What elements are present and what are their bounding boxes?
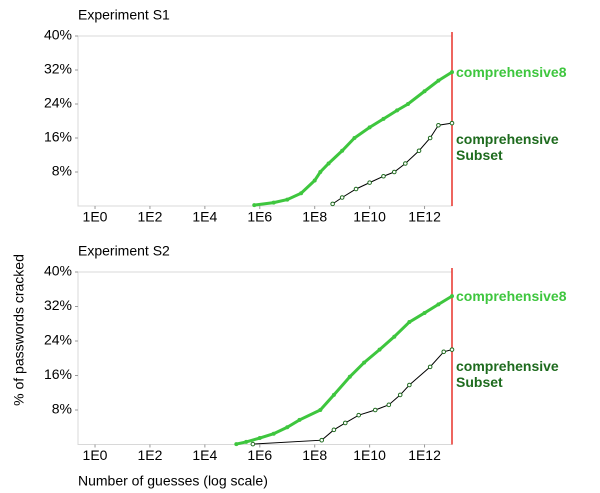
- x-tick-label: 1E6: [247, 447, 272, 463]
- point: [436, 78, 441, 83]
- point: [386, 402, 392, 408]
- y-tick-label: 8%: [52, 163, 72, 179]
- point: [416, 148, 422, 154]
- x-tick-label: 1E4: [192, 209, 217, 225]
- point: [339, 195, 345, 200]
- point: [234, 442, 239, 447]
- point: [450, 294, 454, 299]
- x-tick-label: 1E0: [83, 209, 108, 225]
- x-tick-label: 1E10: [353, 447, 386, 463]
- series-line: [254, 70, 453, 207]
- point: [271, 431, 276, 436]
- point: [352, 136, 357, 140]
- y-tick-label: 40%: [44, 263, 72, 279]
- point: [353, 186, 359, 192]
- y-tick-label: 16%: [44, 366, 72, 382]
- point: [318, 170, 323, 174]
- point: [312, 178, 317, 183]
- series-label: comprehensive Subset: [456, 357, 559, 390]
- x-tick-label: 1E6: [247, 209, 272, 225]
- point: [427, 364, 433, 370]
- point: [450, 70, 454, 75]
- plot-frame: [77, 35, 453, 207]
- y-tick-label: 8%: [52, 401, 72, 417]
- x-tick-label: 1E12: [408, 209, 441, 225]
- point: [391, 169, 397, 175]
- point: [285, 197, 290, 202]
- point: [297, 417, 302, 422]
- x-tick-label: 1E8: [302, 447, 327, 463]
- point: [330, 201, 335, 207]
- point: [362, 360, 367, 365]
- series-line: [332, 122, 453, 205]
- point: [347, 374, 352, 379]
- y-tick-label: 32%: [44, 61, 72, 77]
- point: [381, 173, 386, 179]
- plot-frame: [77, 271, 453, 445]
- point: [436, 122, 441, 128]
- x-tick-label: 1E8: [302, 209, 327, 225]
- point: [407, 320, 412, 325]
- point: [250, 441, 256, 447]
- point: [449, 347, 455, 352]
- point: [367, 125, 372, 130]
- point: [397, 392, 403, 398]
- point: [318, 408, 323, 412]
- point: [356, 412, 361, 418]
- point: [299, 191, 304, 196]
- series-line: [236, 294, 453, 446]
- point: [319, 437, 325, 443]
- series-label: comprehensive8: [456, 288, 567, 305]
- x-tick-label: 1E10: [353, 209, 386, 225]
- x-tick-label: 1E12: [408, 447, 441, 463]
- point: [326, 161, 331, 166]
- x-axis-label: Number of guesses (log scale): [78, 473, 268, 489]
- series-label: comprehensive Subset: [456, 131, 559, 164]
- chart-title: Experiment S2: [78, 243, 170, 259]
- point: [252, 203, 257, 208]
- point: [381, 116, 386, 121]
- point: [407, 382, 412, 388]
- y-tick-label: 16%: [44, 129, 72, 145]
- point: [367, 180, 372, 185]
- point: [377, 347, 382, 352]
- point: [449, 120, 455, 126]
- point: [257, 436, 262, 441]
- point: [244, 439, 249, 444]
- point: [271, 200, 276, 205]
- point: [342, 420, 348, 426]
- y-tick-label: 32%: [44, 297, 72, 313]
- point: [392, 334, 397, 339]
- series-label: comprehensive8: [456, 64, 567, 81]
- x-tick-label: 1E0: [83, 447, 108, 463]
- point: [331, 392, 336, 397]
- point: [436, 302, 441, 307]
- point: [395, 108, 400, 113]
- y-tick-label: 24%: [44, 332, 72, 348]
- point: [406, 102, 411, 106]
- x-tick-label: 1E2: [137, 209, 162, 225]
- point: [331, 427, 337, 433]
- point: [403, 161, 408, 166]
- x-tick-label: 1E4: [192, 447, 217, 463]
- y-tick-label: 24%: [44, 95, 72, 111]
- point: [372, 407, 378, 413]
- series-line: [252, 349, 453, 445]
- point: [441, 349, 447, 355]
- point: [427, 135, 433, 141]
- point: [422, 89, 427, 94]
- y-axis-label: % of passwords cracked: [11, 254, 27, 406]
- x-tick-label: 1E2: [137, 447, 162, 463]
- point: [285, 425, 290, 430]
- chart-title: Experiment S1: [78, 7, 170, 23]
- point: [340, 148, 345, 153]
- point: [422, 310, 427, 315]
- y-tick-label: 40%: [44, 27, 72, 43]
